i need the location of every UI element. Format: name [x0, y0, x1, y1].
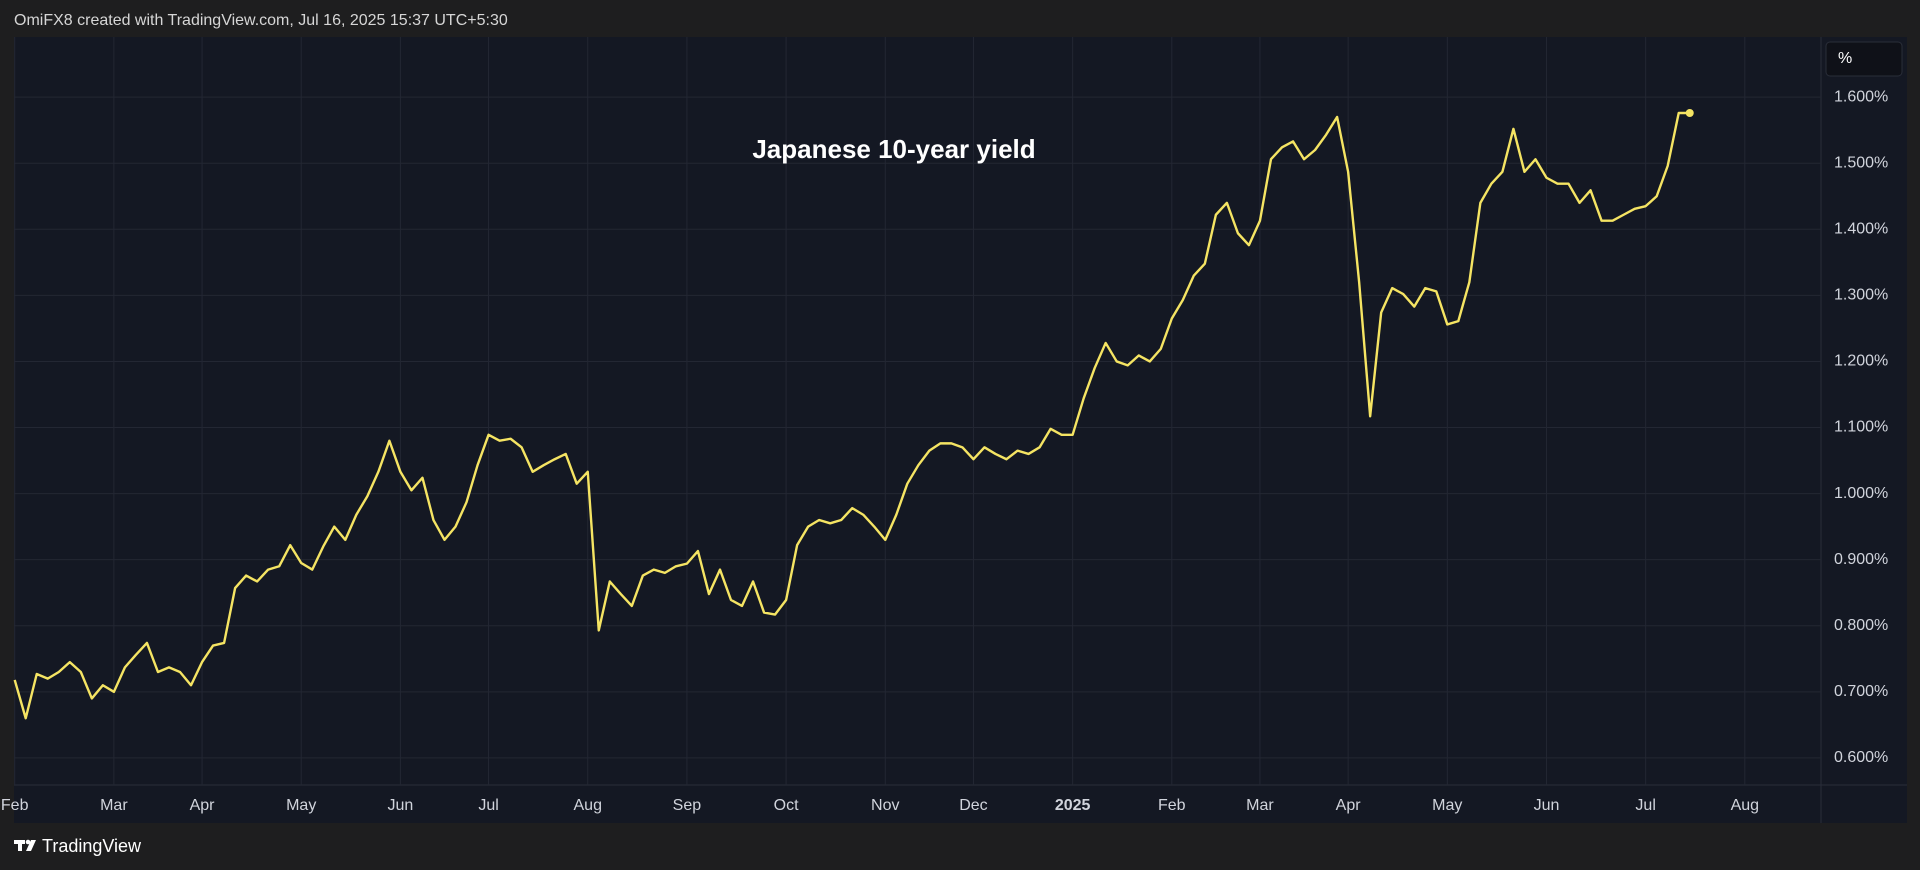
x-tick-label: Apr	[190, 797, 216, 814]
x-tick-label: Apr	[1336, 797, 1362, 814]
y-tick-label: 1.300%	[1834, 287, 1888, 304]
y-tick-label: 1.200%	[1834, 353, 1888, 370]
x-tick-label: Aug	[574, 797, 602, 814]
y-tick-label: 1.000%	[1834, 485, 1888, 502]
header: OmiFX8 created with TradingView.com, Jul…	[14, 12, 508, 29]
y-tick-label: 1.500%	[1834, 154, 1888, 171]
grid	[14, 37, 1821, 785]
x-tick-label: Feb	[1158, 797, 1186, 814]
x-tick-label: May	[1432, 797, 1462, 814]
y-tick-label: 0.900%	[1834, 551, 1888, 568]
x-tick-label: 2025	[1055, 797, 1091, 814]
x-tick-label: Oct	[774, 797, 799, 814]
chart-title: Japanese 10-year yield	[752, 134, 1035, 164]
x-tick-label: Mar	[1246, 797, 1274, 814]
x-tick-label: Jun	[1534, 797, 1560, 814]
footer: TradingView	[42, 836, 142, 856]
x-tick-label: Dec	[959, 797, 987, 814]
x-tick-label: Jul	[1635, 797, 1655, 814]
x-tick-label: Mar	[100, 797, 128, 814]
x-tick-label: Jul	[478, 797, 498, 814]
y-tick-label: 0.700%	[1834, 683, 1888, 700]
y-unit: %	[1838, 50, 1852, 67]
last-point	[1685, 108, 1694, 117]
tradingview-logo	[14, 839, 36, 851]
y-tick-label: 1.600%	[1834, 88, 1888, 105]
x-tick-label: Jun	[388, 797, 414, 814]
y-tick-label: 0.800%	[1834, 617, 1888, 634]
time-axis	[14, 785, 1821, 823]
x-tick-label: Nov	[871, 797, 899, 814]
y-tick-label: 1.400%	[1834, 221, 1888, 238]
y-tick-label: 0.600%	[1834, 749, 1888, 766]
x-tick-label: Sep	[673, 797, 702, 814]
price-axis	[1821, 37, 1907, 823]
x-tick-label: May	[286, 797, 316, 814]
x-tick-label: Feb	[1, 797, 29, 814]
plot-area	[14, 37, 1821, 785]
y-tick-label: 1.100%	[1834, 419, 1888, 436]
x-tick-label: Aug	[1731, 797, 1759, 814]
line-series	[13, 111, 1690, 720]
unit-box	[1825, 41, 1903, 77]
